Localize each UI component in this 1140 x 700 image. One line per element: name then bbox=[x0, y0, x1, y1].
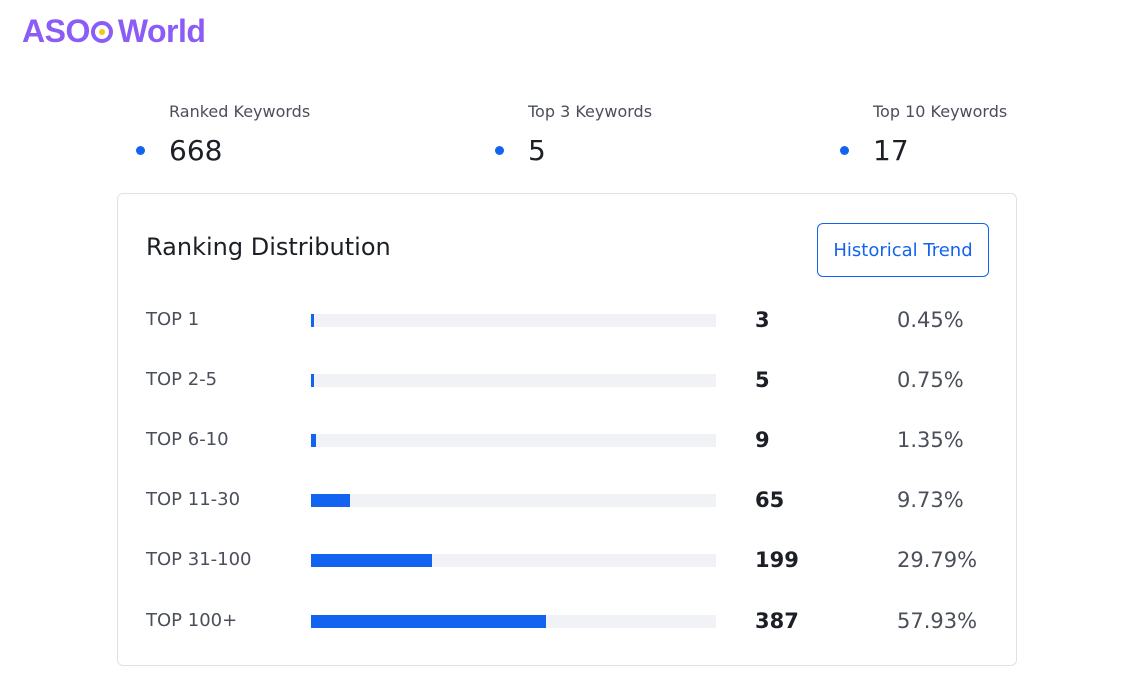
bar-track bbox=[311, 314, 716, 327]
stat-label: Top 3 Keywords bbox=[528, 102, 653, 121]
bar-fill bbox=[311, 434, 317, 447]
row-count: 65 bbox=[755, 488, 785, 512]
row-label: TOP 31-100 bbox=[146, 549, 252, 570]
row-label: TOP 2-5 bbox=[146, 369, 218, 390]
bullet-dot-icon bbox=[136, 145, 145, 155]
bar-fill bbox=[311, 494, 351, 507]
bar-fill bbox=[311, 554, 432, 567]
distribution-row: TOP 100+ 387 57.93% bbox=[118, 606, 1016, 636]
stat-value: 668 bbox=[169, 133, 223, 167]
logo-ring-icon bbox=[90, 21, 113, 43]
distribution-row: TOP 11-30 65 9.73% bbox=[118, 485, 1016, 515]
distribution-row: TOP 1 3 0.45% bbox=[118, 305, 1016, 335]
row-percent: 0.75% bbox=[897, 368, 964, 392]
bullet-dot-icon bbox=[840, 145, 849, 155]
bar-track bbox=[311, 554, 716, 567]
row-count: 3 bbox=[755, 308, 770, 332]
historical-trend-button[interactable]: Historical Trend bbox=[817, 223, 989, 277]
row-count: 387 bbox=[755, 609, 799, 633]
row-percent: 0.45% bbox=[897, 308, 964, 332]
row-percent: 1.35% bbox=[897, 428, 964, 452]
row-label: TOP 6-10 bbox=[146, 429, 229, 450]
row-count: 199 bbox=[755, 548, 799, 572]
stat-value: 5 bbox=[528, 133, 546, 167]
card-title: Ranking Distribution bbox=[146, 233, 391, 261]
row-label: TOP 100+ bbox=[146, 610, 238, 631]
stat-label: Ranked Keywords bbox=[169, 102, 311, 121]
row-label: TOP 11-30 bbox=[146, 489, 241, 510]
row-count: 5 bbox=[755, 368, 770, 392]
row-count: 9 bbox=[755, 428, 770, 452]
distribution-row: TOP 6-10 9 1.35% bbox=[118, 425, 1016, 455]
bar-track bbox=[311, 434, 716, 447]
bar-track bbox=[311, 374, 716, 387]
bullet-dot-icon bbox=[495, 145, 504, 155]
ranking-distribution-card: Ranking Distribution Historical Trend TO… bbox=[117, 193, 1017, 666]
stat-top3-keywords: Top 3 Keywords 5 bbox=[495, 100, 652, 170]
row-percent: 29.79% bbox=[897, 548, 978, 572]
logo-text-aso: ASO bbox=[22, 13, 90, 49]
stat-label: Top 10 Keywords bbox=[873, 102, 1008, 121]
row-percent: 9.73% bbox=[897, 488, 964, 512]
stat-ranked-keywords: Ranked Keywords 668 bbox=[136, 100, 310, 170]
bar-fill bbox=[311, 314, 314, 327]
bar-fill bbox=[311, 615, 546, 628]
stat-top10-keywords: Top 10 Keywords 17 bbox=[840, 100, 1007, 170]
distribution-row: TOP 31-100 199 29.79% bbox=[118, 545, 1016, 575]
logo-text-world: World bbox=[117, 13, 206, 49]
stat-value: 17 bbox=[873, 133, 909, 167]
distribution-row: TOP 2-5 5 0.75% bbox=[118, 365, 1016, 395]
bar-track bbox=[311, 615, 716, 628]
row-label: TOP 1 bbox=[146, 309, 200, 330]
row-percent: 57.93% bbox=[897, 609, 978, 633]
bar-fill bbox=[311, 374, 315, 387]
aso-world-logo[interactable]: ASO World bbox=[22, 11, 206, 51]
bar-track bbox=[311, 494, 716, 507]
